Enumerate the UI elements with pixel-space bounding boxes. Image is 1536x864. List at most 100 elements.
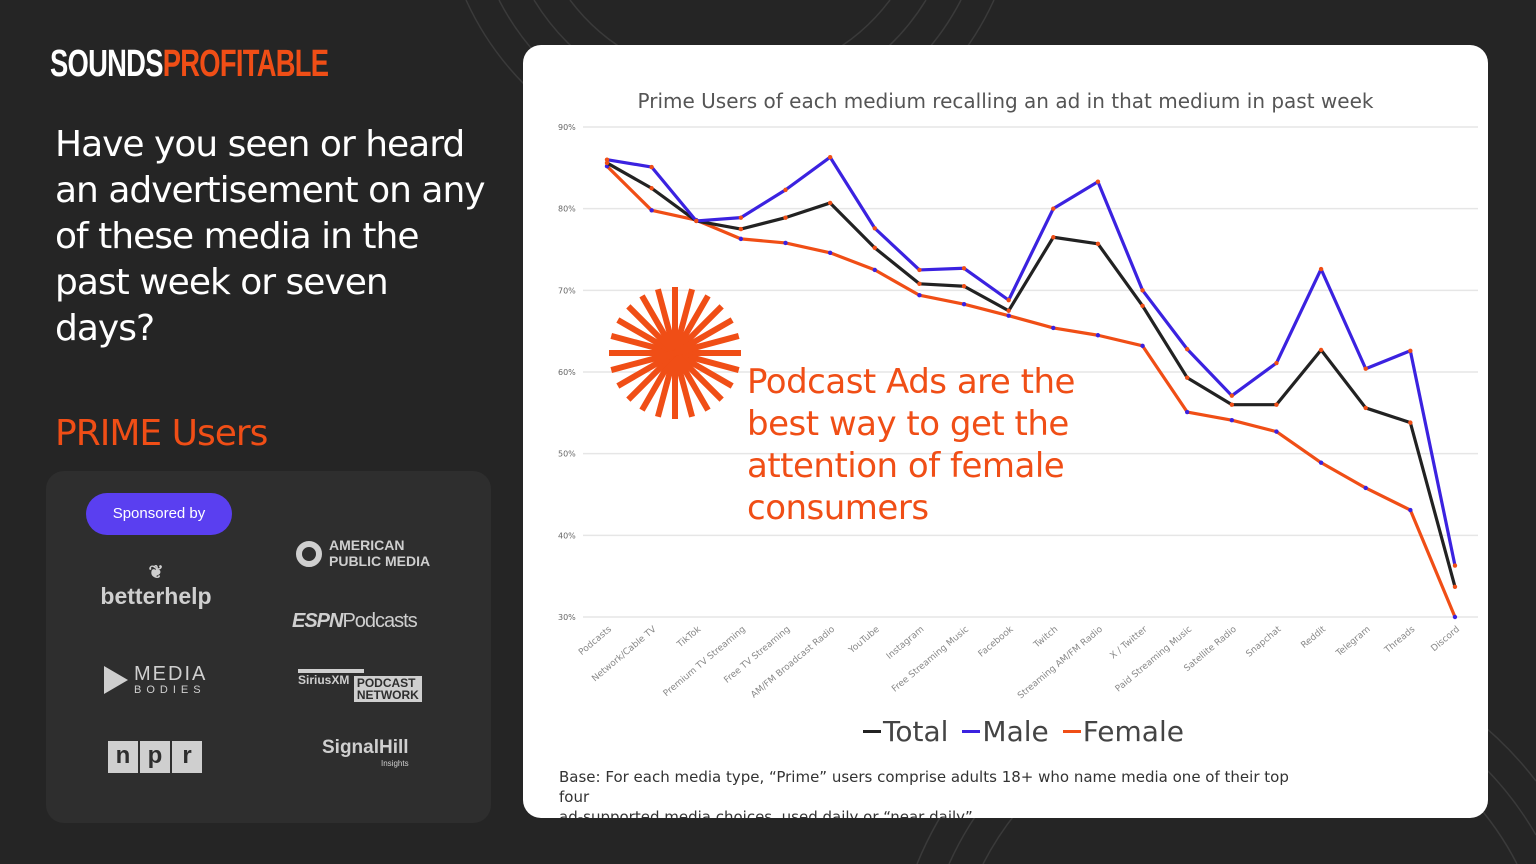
legend-swatch [1062,730,1081,733]
insights-text: Insights [381,759,409,768]
x-tick-label: YouTube [846,624,882,656]
x-tick-label: TikTok [675,624,704,651]
line-chart: 30%40%50%60%70%80%90%PodcastsNetwork/Cab… [558,123,1478,701]
data-point [917,281,922,286]
podcasts-text: Podcasts [342,610,417,632]
data-point [1229,402,1235,407]
data-point [1452,584,1458,589]
data-point [649,164,654,170]
data-point [1274,402,1279,407]
y-tick-label: 60% [558,368,576,377]
chart-footnote: Base: For each media type, “Prime” users… [559,767,1319,818]
x-tick-label: Free Streaming Music [890,625,971,695]
signalhill-text: SignalHill [322,737,409,758]
data-point [738,236,744,242]
data-point [1408,348,1413,353]
segment-title: PRIME Users [55,413,268,454]
data-point [649,208,654,213]
data-point [1095,179,1101,184]
x-tick-label: Streaming AM/FM Radio [1016,624,1105,701]
x-tick-label: Premium TV Streaming [662,625,748,699]
data-point [827,155,833,160]
data-point [1095,333,1101,338]
data-point [694,218,699,224]
data-point [1318,460,1324,465]
data-point [738,226,744,232]
espn-text: ESPN [292,610,343,632]
series-line-male [606,155,1457,566]
data-point [917,293,922,298]
data-point [827,200,833,206]
data-point [1274,360,1279,366]
legend-swatch [962,730,981,733]
data-point [1051,206,1056,211]
betterhelp-logo: ❦ betterhelp [96,561,216,610]
data-point [1006,313,1011,318]
chart-card: Prime Users of each medium recalling an … [523,45,1488,818]
npr-n: n [108,741,138,773]
callout-line: Podcast Ads are the [747,362,1075,402]
x-tick-label: Podcasts [577,624,614,657]
starburst-icon [609,287,741,419]
data-point [1184,346,1190,352]
data-point [1006,308,1011,313]
signal-hill-logo: SignalHill Insights [322,737,409,768]
betterhelp-icon: ❦ [148,562,164,582]
network-text: NETWORK [356,688,419,702]
y-tick-label: 30% [558,613,576,622]
data-point [1006,297,1011,303]
x-tick-label: Threads [1382,624,1417,656]
data-point [1274,429,1279,434]
data-point [872,245,877,251]
sponsors-panel: Sponsored by ❦ betterhelp AMERICAN PUBLIC… [46,471,491,823]
legend-item-female: Female [1062,715,1184,748]
data-point [1408,420,1413,425]
data-point [1140,288,1145,293]
legend-swatch [863,730,881,733]
y-tick-label: 90% [558,123,576,132]
data-point [827,250,833,255]
footnote-line: ad-supported media choices, used daily o… [559,808,973,818]
media-text: MEDIA [134,663,208,685]
callout-text: Podcast Ads are the best way to get the … [747,361,1075,529]
x-tick-label: Telegram [1334,625,1373,660]
sponsored-by-badge: Sponsored by [86,493,232,535]
american-public-media-logo: AMERICAN PUBLIC MEDIA [294,537,430,569]
bodies-text: BODIES [134,684,206,696]
x-tick-label: Facebook [977,624,1016,659]
callout-line: consumers [747,488,929,528]
data-point [1229,393,1235,398]
data-point [872,226,877,231]
data-point [1452,563,1458,568]
callout-line: best way to get the [747,404,1069,444]
chart-title: Prime Users of each medium recalling an … [637,89,1374,113]
data-point [961,266,967,271]
data-point [1184,375,1190,380]
chart-legend: Total Male Female [863,715,1184,748]
x-tick-label: AM/FM Broadcast Radio [749,624,837,700]
x-tick-label: Reddit [1299,624,1328,651]
data-point [783,215,788,220]
apm-line2: PUBLIC MEDIA [329,553,431,569]
survey-question: Have you seen or heard an advertisement … [55,124,486,349]
legend-item-male: Male [962,715,1049,748]
data-point [1363,485,1368,491]
x-tick-label: Discord [1430,625,1462,654]
series-line-female [605,165,1457,618]
npr-r: r [172,741,202,773]
data-point [1452,614,1458,620]
siriusxm-text: SiriusXM [298,673,350,687]
data-point [1363,366,1368,371]
logo-word-sounds: SOUNDS [50,43,163,85]
data-point [1363,405,1368,411]
apm-line1: AMERICAN [329,537,405,553]
data-point [961,302,967,307]
npr-logo: n p r [108,741,202,773]
starburst-ray [610,333,740,373]
y-tick-label: 40% [558,531,576,540]
media-bodies-logo: MEDIA BODIES [104,664,207,696]
data-point [1140,303,1145,309]
data-point [1318,347,1324,353]
data-point [738,215,744,220]
y-tick-label: 50% [558,450,576,459]
